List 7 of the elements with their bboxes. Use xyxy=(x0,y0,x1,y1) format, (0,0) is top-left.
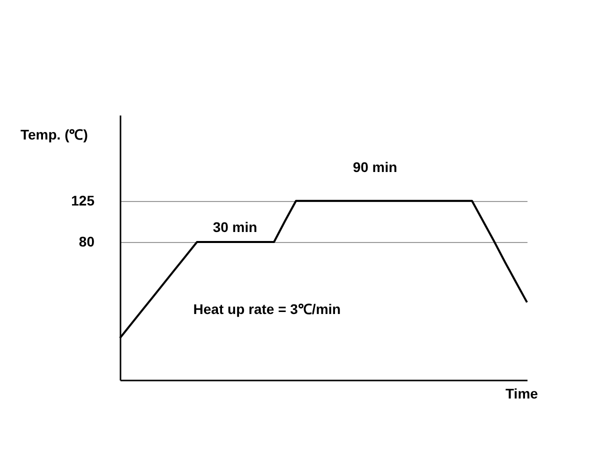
annotation: 90 min xyxy=(352,159,398,175)
annotation: 30 min xyxy=(212,219,258,235)
y-tick-label: 125 xyxy=(71,192,95,208)
x-axis-title: Time xyxy=(506,386,538,402)
y-axis-title: Temp. (℃) xyxy=(20,126,88,142)
y-tick-label: 80 xyxy=(78,234,95,250)
annotation: Heat up rate = 3℃/min xyxy=(193,301,341,317)
